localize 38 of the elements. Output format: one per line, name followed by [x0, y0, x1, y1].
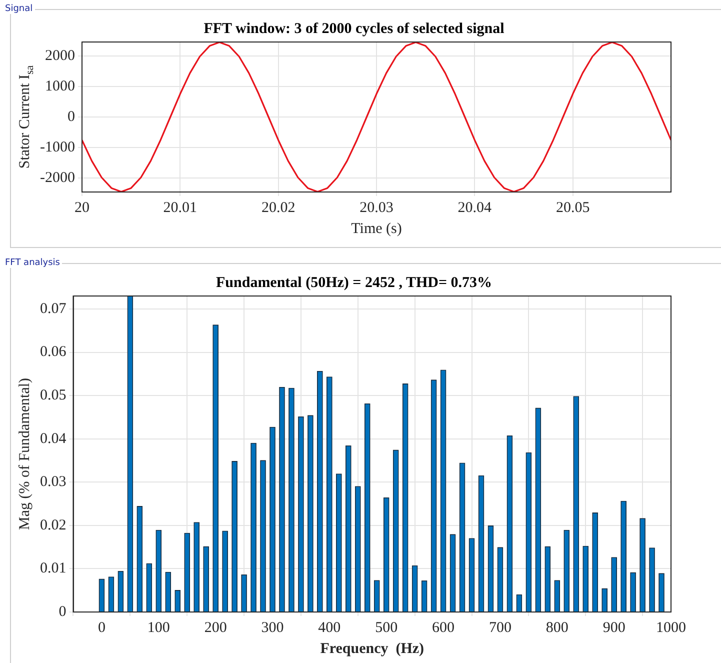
y-tick-label: 0.05	[40, 388, 66, 404]
x-tick-label: 800	[546, 620, 568, 636]
x-tick-label: 200	[204, 620, 227, 636]
y-axis-title: Mag (% of Fundamental)	[16, 378, 33, 530]
chart-title: Fundamental (50Hz) = 2452 , THD= 0.73%	[216, 274, 492, 291]
y-tick-label: -1000	[40, 139, 75, 156]
y-tick-label: 1000	[44, 78, 75, 94]
x-tick-label: 20.01	[163, 200, 198, 216]
x-tick-label: 500	[375, 620, 398, 636]
x-tick-label: 20.02	[261, 200, 296, 216]
y-tick-label: 0.02	[40, 517, 66, 534]
y-tick-label: 0.04	[40, 430, 67, 447]
x-tick-label: 20.03	[360, 200, 394, 216]
x-axis-title: Time (s)	[351, 220, 402, 237]
x-tick-label: 20.05	[556, 200, 590, 216]
x-tick-label: 300	[261, 620, 284, 636]
y-tick-label: -2000	[40, 170, 75, 186]
x-tick-label: 0	[98, 620, 106, 636]
y-axis-title: Stator Current Isa	[16, 65, 36, 169]
y-tick-label: 0.07	[40, 300, 67, 317]
x-tick-label: 20	[74, 200, 90, 216]
y-tick-label: 2000	[44, 48, 75, 64]
chart-title: FFT window: 3 of 2000 cycles of selected signal	[204, 20, 504, 37]
x-tick-label: 20.04	[458, 200, 492, 216]
y-tick-label: 0.06	[40, 344, 67, 360]
x-axis-title: Frequency (Hz)	[320, 640, 424, 657]
y-tick-label: 0.01	[40, 560, 66, 577]
x-tick-label: 100	[147, 620, 170, 636]
x-tick-label: 1000	[656, 620, 686, 636]
x-tick-label: 400	[318, 620, 341, 636]
y-tick-label: 0.03	[40, 474, 66, 490]
text: Signal	[4, 4, 34, 14]
x-tick-label: 700	[488, 620, 512, 636]
text: FFT analysis	[4, 258, 61, 268]
y-tick-label: 0	[67, 108, 75, 125]
x-tick-label: 900	[602, 620, 626, 636]
x-tick-label: 600	[432, 620, 455, 636]
y-tick-label: 0	[58, 604, 66, 620]
